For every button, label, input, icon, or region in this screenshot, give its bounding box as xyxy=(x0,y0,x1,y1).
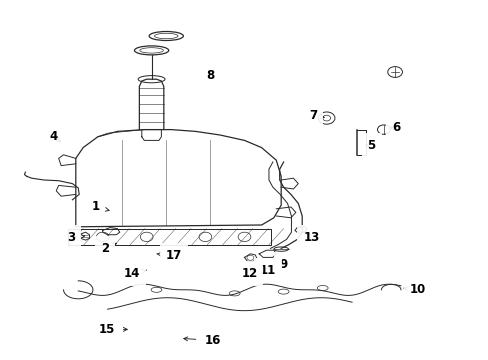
Text: 5: 5 xyxy=(365,139,375,152)
Text: 12: 12 xyxy=(241,267,257,280)
Text: 13: 13 xyxy=(303,231,319,244)
Text: 9: 9 xyxy=(279,258,287,271)
Text: 1: 1 xyxy=(91,201,109,213)
Text: 15: 15 xyxy=(98,323,127,336)
Text: 17: 17 xyxy=(157,249,182,262)
Text: 16: 16 xyxy=(183,334,221,347)
Text: 14: 14 xyxy=(123,267,146,280)
Text: 8: 8 xyxy=(206,69,214,82)
Text: 11: 11 xyxy=(259,264,276,276)
Text: 6: 6 xyxy=(389,121,399,134)
Text: 10: 10 xyxy=(403,283,426,296)
Text: 7: 7 xyxy=(308,109,324,122)
Text: 3: 3 xyxy=(67,231,84,244)
Text: 4: 4 xyxy=(50,130,61,143)
Text: 2: 2 xyxy=(101,242,116,255)
